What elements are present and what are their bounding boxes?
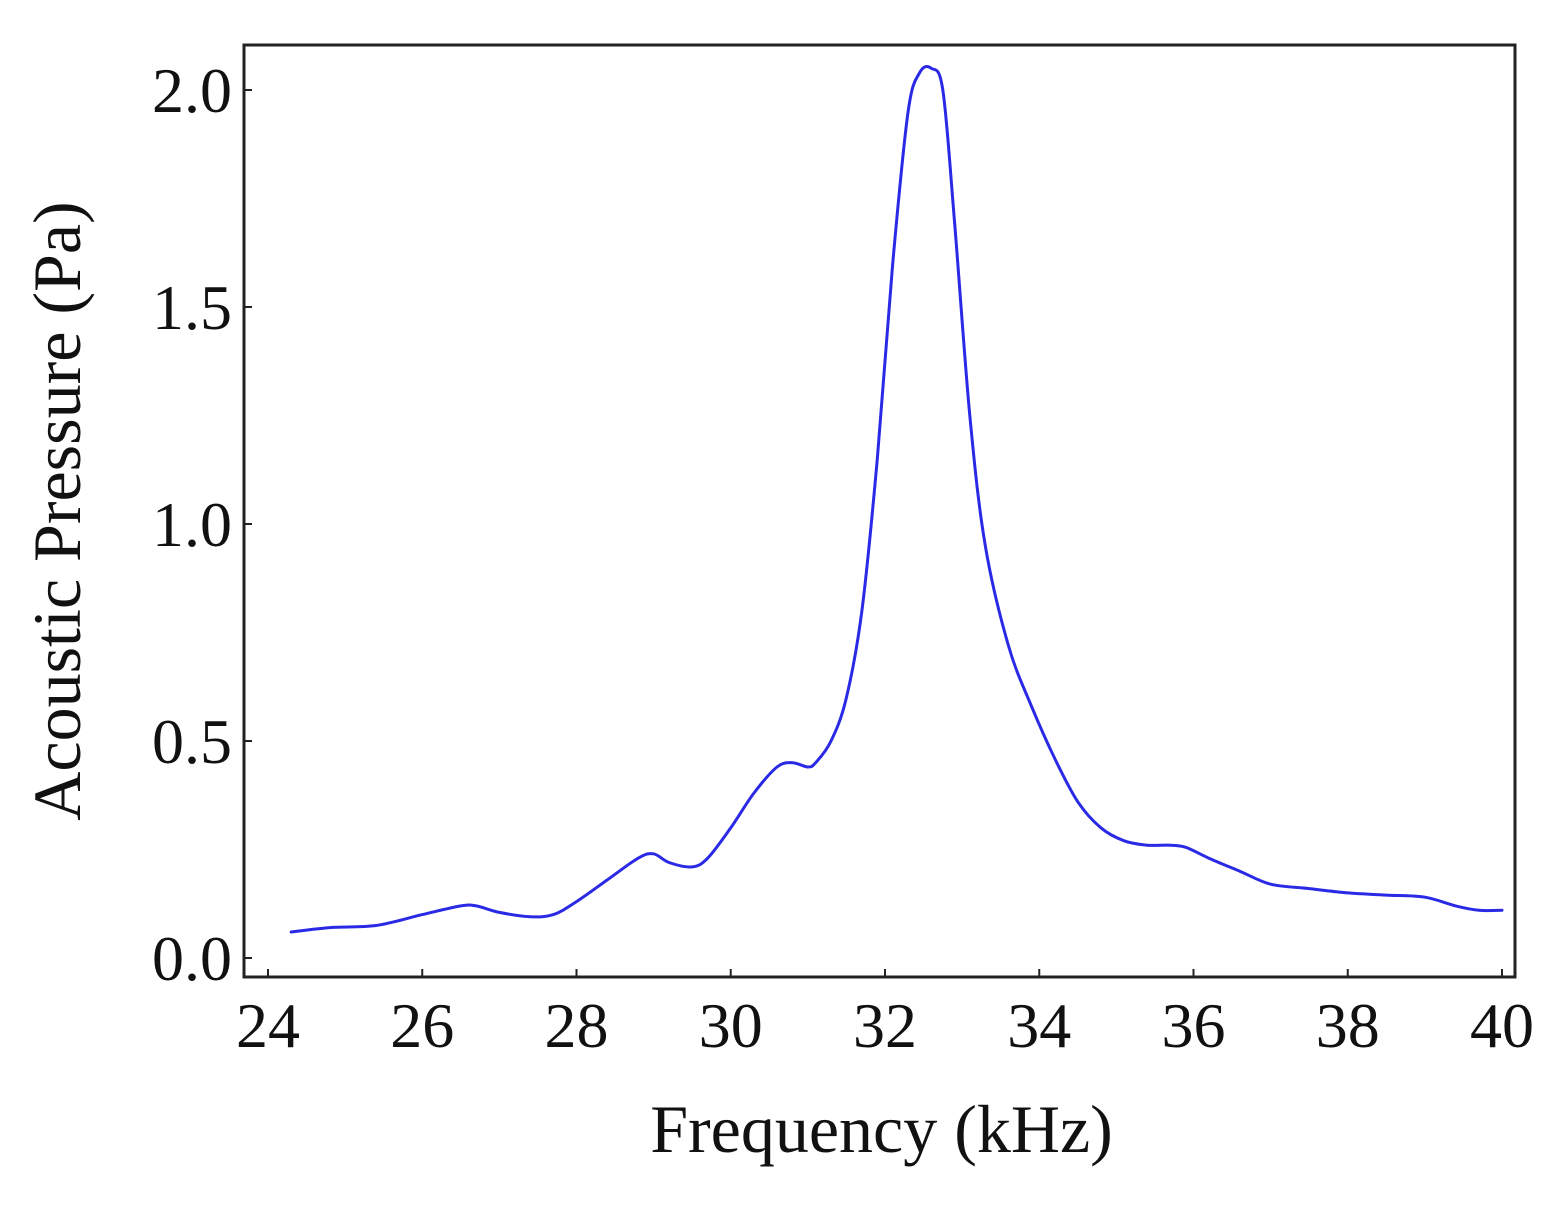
x-tick-label: 34 bbox=[1007, 990, 1071, 1061]
y-axis-ticks: 0.0 0.5 1.0 1.5 2.0 bbox=[152, 55, 252, 994]
x-tick-label: 30 bbox=[699, 990, 763, 1061]
y-tick-label: 0.0 bbox=[152, 923, 232, 994]
x-tick-label: 24 bbox=[236, 990, 300, 1061]
y-tick-label: 1.5 bbox=[152, 272, 232, 343]
y-tick-label: 1.0 bbox=[152, 489, 232, 560]
plot-area bbox=[289, 64, 1504, 934]
series-line bbox=[289, 64, 1504, 934]
x-tick-label: 26 bbox=[390, 990, 454, 1061]
x-axis-title: Frequency (kHz) bbox=[650, 1091, 1113, 1167]
y-tick-label: 0.5 bbox=[152, 706, 232, 777]
y-axis-title: Acoustic Pressure (Pa) bbox=[19, 201, 95, 820]
x-tick-label: 40 bbox=[1470, 990, 1534, 1061]
x-tick-label: 38 bbox=[1316, 990, 1380, 1061]
plot-frame bbox=[242, 43, 1517, 979]
x-tick-label: 32 bbox=[853, 990, 917, 1061]
x-axis-ticks: 24 26 28 30 32 34 36 38 40 bbox=[236, 969, 1534, 1061]
x-tick-label: 36 bbox=[1162, 990, 1226, 1061]
x-tick-label: 28 bbox=[545, 990, 609, 1061]
y-tick-label: 2.0 bbox=[152, 55, 232, 126]
